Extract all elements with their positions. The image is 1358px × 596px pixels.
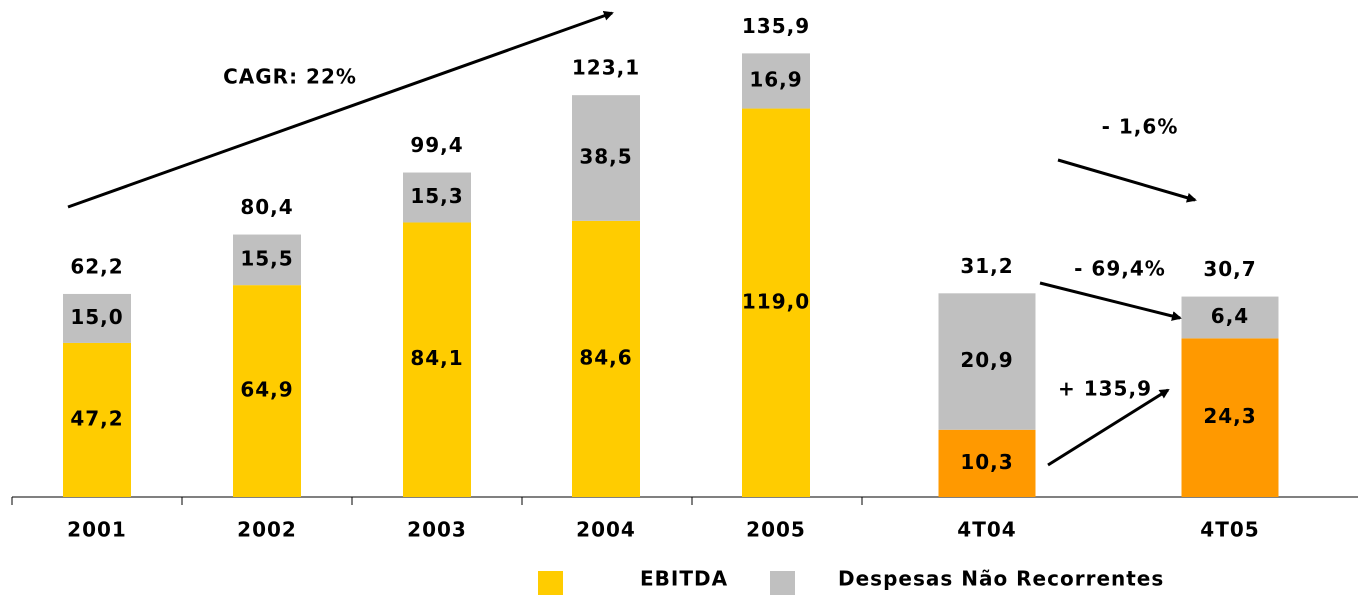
total-label: 99,4 — [410, 133, 463, 157]
bar-segment — [403, 222, 471, 497]
data-label: 119,0 — [742, 289, 810, 313]
annotation: CAGR: 22% — [223, 65, 357, 89]
total-label: 62,2 — [70, 254, 123, 278]
bar-segment — [233, 285, 301, 497]
bar-segment — [63, 342, 131, 497]
total-label: 31,2 — [960, 254, 1013, 278]
axis — [11, 496, 1358, 505]
data-label: 6,4 — [1211, 304, 1249, 328]
bar-segment — [572, 95, 640, 221]
total-label: 30,7 — [1203, 257, 1256, 281]
bar-segment — [63, 293, 131, 343]
x-tick-label: 2005 — [746, 518, 806, 542]
annotation: + 135,9 — [1058, 377, 1152, 401]
data-label: 10,3 — [960, 450, 1013, 474]
data-label: 84,1 — [410, 346, 463, 370]
total-label: 80,4 — [240, 195, 293, 219]
bar-segment — [742, 53, 810, 109]
legend-label: EBITDA — [640, 567, 728, 591]
total-label: 123,1 — [572, 56, 640, 80]
x-tick-label: 4T04 — [957, 518, 1016, 542]
x-tick-label: 2001 — [67, 518, 127, 542]
data-label: 84,6 — [579, 345, 632, 369]
data-label: 16,9 — [749, 67, 802, 91]
bar-segment — [1181, 338, 1279, 497]
total-label: 135,9 — [742, 14, 810, 38]
bar-segment — [403, 172, 471, 223]
bar-segment — [233, 234, 301, 286]
data-label: 15,5 — [240, 246, 293, 270]
x-tick-label: 2004 — [576, 518, 636, 542]
bar-segment — [572, 220, 640, 497]
bar-segment — [938, 293, 1036, 430]
bar-segment — [1181, 296, 1279, 339]
annotation: - 69,4% — [1074, 257, 1166, 281]
data-label: 38,5 — [579, 145, 632, 169]
x-tick-label: 4T05 — [1200, 518, 1259, 542]
data-label: 15,3 — [410, 184, 463, 208]
bar-segment — [742, 108, 810, 498]
data-label: 64,9 — [240, 378, 293, 402]
legend-label: Despesas Não Recorrentes — [838, 567, 1164, 591]
data-label: 24,3 — [1203, 404, 1256, 428]
data-label: 47,2 — [70, 406, 123, 430]
arrows — [67, 10, 1197, 467]
data-label: 15,0 — [70, 305, 123, 329]
x-tick-label: 2002 — [237, 518, 297, 542]
annotation: - 1,6% — [1102, 115, 1179, 139]
data-label: 20,9 — [960, 348, 1013, 372]
legend-swatch — [770, 571, 795, 595]
legend-swatch — [538, 571, 563, 595]
x-tick-label: 2003 — [407, 518, 467, 542]
bar-segment — [938, 429, 1036, 497]
